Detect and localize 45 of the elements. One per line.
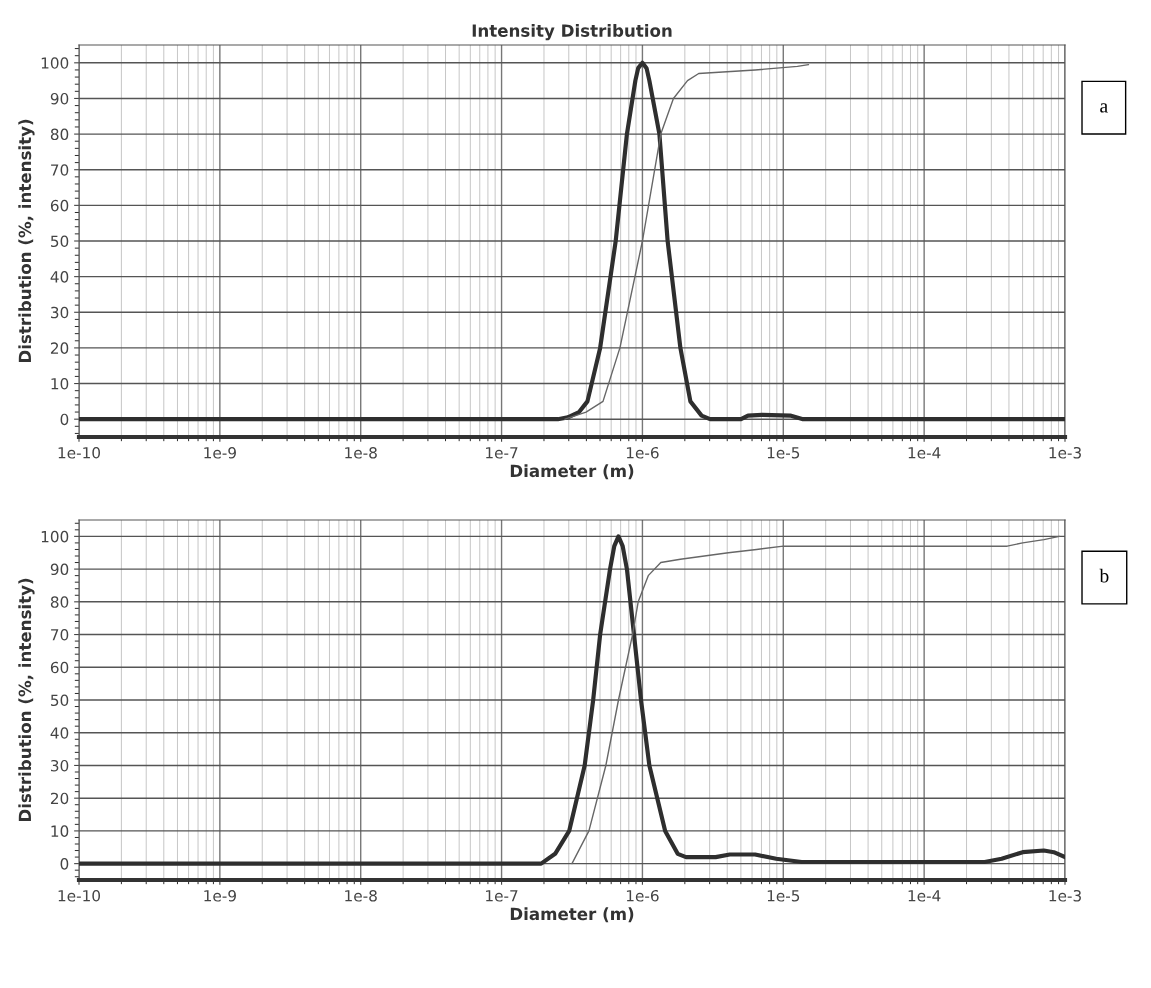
- x-tick-label: 1e-7: [486, 447, 518, 459]
- x-tick-label: 1e-4: [908, 890, 941, 902]
- x-tick-label: 1e-10: [58, 889, 101, 902]
- y-tick-label: 90: [50, 563, 69, 576]
- x-tick-label: 1e-5: [767, 890, 800, 902]
- y-tick-label: 50: [51, 694, 69, 707]
- y-tick-label: 80: [50, 128, 69, 141]
- y-axis-title: Distribution (%, intensity): [18, 119, 35, 363]
- y-tick-label: 70: [51, 164, 69, 176]
- y-tick-label: 60: [50, 199, 69, 212]
- y-tick-label: 0: [60, 413, 69, 426]
- y-tick-label: 20: [50, 792, 69, 805]
- y-axis-title: Distribution (%, intensity): [18, 578, 35, 822]
- x-tick-label: 1e-3: [1049, 889, 1081, 902]
- y-tick-label: 0: [60, 858, 69, 870]
- x-tick-label: 1e-10: [58, 446, 101, 459]
- x-tick-label: 1e-7: [486, 890, 518, 902]
- y-tick-label: 70: [51, 629, 69, 641]
- x-tick-label: 1e-5: [767, 447, 800, 459]
- x-tick-label: 1e-9: [204, 889, 236, 902]
- x-axis-title: Diameter (m): [510, 907, 634, 923]
- y-tick-label: 80: [50, 596, 69, 608]
- x-tick-label: 1e-6: [626, 889, 659, 902]
- x-axis-title: Diameter (m): [510, 464, 634, 480]
- y-tick-label: 90: [50, 92, 69, 105]
- x-tick-label: 1e-8: [345, 889, 377, 902]
- y-tick-label: 40: [50, 727, 69, 739]
- y-tick-label: 10: [51, 825, 69, 837]
- x-tick-label: 1e-9: [204, 446, 236, 459]
- x-tick-label: 1e-8: [345, 446, 377, 459]
- x-tick-label: 1e-4: [908, 447, 941, 459]
- y-tick-label: 10: [51, 378, 69, 390]
- text: a: [1100, 103, 1108, 113]
- y-tick-label: 100: [41, 57, 69, 69]
- y-tick-label: 30: [51, 759, 69, 772]
- x-tick-label: 1e-3: [1049, 446, 1081, 459]
- chart-title: Intensity Distribution: [472, 24, 672, 41]
- y-tick-label: 30: [51, 306, 69, 319]
- x-tick-label: 1e-6: [626, 446, 659, 459]
- y-tick-label: 100: [41, 530, 69, 543]
- y-tick-label: 50: [51, 235, 69, 248]
- y-tick-label: 40: [50, 271, 69, 283]
- y-tick-label: 60: [50, 661, 69, 674]
- text: b: [1099, 568, 1109, 583]
- y-tick-label: 20: [50, 342, 69, 354]
